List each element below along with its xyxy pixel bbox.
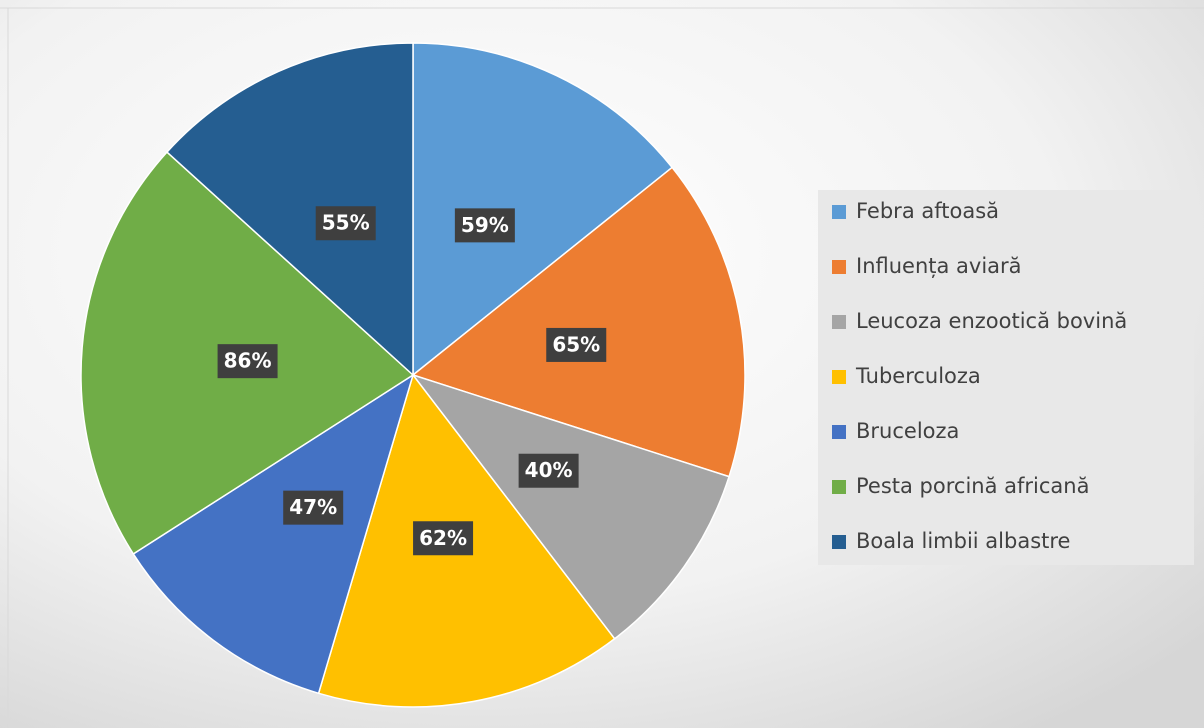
data-label-bg	[518, 453, 579, 488]
pie-slice	[412, 42, 674, 377]
data-label: 59%	[461, 213, 509, 237]
data-label-bg	[413, 521, 474, 556]
legend-label: Leucoza enzootică bovină	[856, 309, 1127, 333]
legend-label: Febra aftoasă	[856, 199, 999, 223]
legend-label: Pesta porcină africană	[856, 474, 1089, 498]
data-label-bg	[454, 208, 515, 243]
legend-swatch	[832, 315, 846, 329]
data-label-bg	[217, 344, 278, 379]
legend-label: Influența aviară	[856, 254, 1022, 278]
legend-swatch	[832, 480, 846, 494]
data-label: 40%	[525, 458, 573, 482]
data-label-bg	[315, 206, 376, 241]
pie-slice	[132, 373, 415, 695]
data-label: 55%	[322, 211, 370, 235]
legend-label: Bruceloza	[856, 419, 959, 443]
data-label-bg	[283, 490, 344, 525]
data-label-bg	[546, 327, 607, 362]
data-label: 86%	[224, 349, 272, 373]
legend-box	[818, 190, 1194, 565]
data-label: 65%	[552, 332, 600, 356]
pie-slice	[411, 166, 746, 478]
legend-swatch	[832, 425, 846, 439]
data-label: 62%	[419, 526, 467, 550]
data-label: 47%	[289, 495, 337, 519]
legend-swatch	[832, 535, 846, 549]
pie-slice	[165, 42, 414, 377]
legend-swatch	[832, 260, 846, 274]
legend-swatch	[832, 370, 846, 384]
legend-label: Boala limbii albastre	[856, 529, 1070, 553]
legend-label: Tuberculoza	[855, 364, 981, 388]
legend-swatch	[832, 205, 846, 219]
pie-slice	[410, 373, 731, 640]
